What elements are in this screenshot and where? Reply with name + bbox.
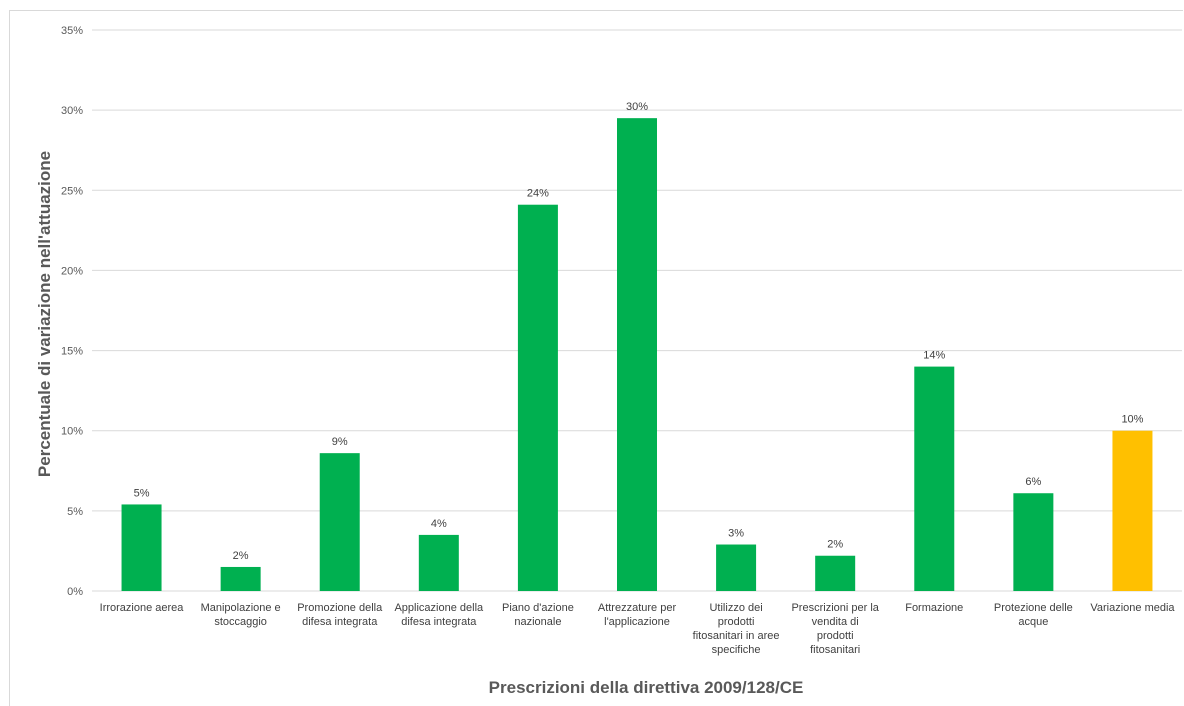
x-category-label-line: Irrorazione aerea xyxy=(100,602,185,614)
y-tick-label: 35% xyxy=(61,25,83,37)
x-category-label-line: l'applicazione xyxy=(604,616,670,628)
data-label: 2% xyxy=(827,539,843,551)
x-category-label: Manipolazione e stoccaggio xyxy=(201,602,281,628)
data-label: 24% xyxy=(527,188,549,200)
x-category-label-line: difesa integrata xyxy=(302,616,378,628)
y-tick-label: 5% xyxy=(67,506,83,518)
x-category-label-line: Applicazione della xyxy=(394,602,484,614)
data-label: 10% xyxy=(1121,414,1143,426)
x-category-label: Protezione delle acque xyxy=(994,602,1073,628)
data-labels: 5% 2% 9% 4% 24% 30% 3% 2% 14% 6% 10% xyxy=(134,101,1144,562)
x-category-label-line: Prescrizioni per la xyxy=(791,602,879,614)
y-tick-label: 15% xyxy=(61,346,83,358)
x-category-label-line: stoccaggio xyxy=(214,616,267,628)
bar xyxy=(319,453,360,591)
x-category-label: Irrorazione aerea xyxy=(100,602,185,614)
x-category-label-line: difesa integrata xyxy=(401,616,477,628)
x-category-label-line: fitosanitari in aree xyxy=(693,630,780,642)
x-category-label-line: Formazione xyxy=(905,602,963,614)
x-category-label: Formazione xyxy=(905,602,963,614)
x-category-label-line: Manipolazione e xyxy=(201,602,281,614)
bar xyxy=(914,366,955,591)
x-category-label: Prescrizioni per la vendita di prodotti fit… xyxy=(791,602,879,656)
chart-frame xyxy=(9,10,1183,706)
bars xyxy=(121,118,1153,592)
x-category-label-line: acque xyxy=(1018,616,1048,628)
x-category-label: Applicazione della difesa integrata xyxy=(394,602,484,628)
x-category-label-line: prodotti xyxy=(718,616,755,628)
x-category-label-line: prodotti xyxy=(817,630,854,642)
y-tick-label: 25% xyxy=(61,185,83,197)
bar xyxy=(617,118,657,592)
data-label: 5% xyxy=(134,487,150,499)
x-category-label-line: Promozione della xyxy=(297,602,383,614)
x-axis-category-labels: Irrorazione aerea Manipolazione e stoccagg… xyxy=(100,602,1176,656)
x-category-label-line: Protezione delle xyxy=(994,602,1073,614)
data-label: 30% xyxy=(626,101,648,113)
x-category-label-line: Variazione media xyxy=(1090,602,1175,614)
y-tick-label: 30% xyxy=(61,105,83,117)
bar xyxy=(517,204,558,591)
x-category-label: Utilizzo dei prodotti fitosanitari in aree… xyxy=(693,602,780,656)
y-tick-label: 10% xyxy=(61,426,83,438)
data-label: 9% xyxy=(332,436,348,448)
bar xyxy=(1013,493,1054,591)
x-category-label-line: Piano d'azione xyxy=(502,602,574,614)
x-category-label-line: Utilizzo dei xyxy=(709,602,762,614)
y-tick-label: 0% xyxy=(67,586,83,598)
x-category-label: Piano d'azione nazionale xyxy=(502,602,574,628)
bar xyxy=(220,566,261,591)
y-tick-label: 20% xyxy=(61,265,83,277)
x-category-label: Variazione media xyxy=(1090,602,1175,614)
x-category-label: Promozione della difesa integrata xyxy=(297,602,383,628)
data-label: 14% xyxy=(923,350,945,362)
x-category-label: Attrezzature per l'applicazione xyxy=(598,602,677,628)
bar xyxy=(716,544,757,591)
data-label: 3% xyxy=(728,528,744,540)
x-axis-title: Prescrizioni della direttiva 2009/128/CE xyxy=(489,678,804,697)
data-label: 4% xyxy=(431,518,447,530)
bar xyxy=(121,504,162,591)
x-category-label-line: Attrezzature per xyxy=(598,602,677,614)
x-category-label-line: specifiche xyxy=(712,644,761,656)
data-label: 2% xyxy=(233,550,249,562)
data-label: 6% xyxy=(1025,476,1041,488)
y-axis-tick-labels: 0% 5% 10% 15% 20% 25% 30% 35% xyxy=(61,25,83,598)
x-category-label-line: vendita di xyxy=(812,616,859,628)
bar xyxy=(418,534,459,591)
x-category-label-line: nazionale xyxy=(514,616,561,628)
bar xyxy=(815,555,856,591)
y-axis-title: Percentuale di variazione nell'attuazion… xyxy=(35,151,54,477)
x-category-label-line: fitosanitari xyxy=(810,644,860,656)
bar xyxy=(1112,430,1153,591)
